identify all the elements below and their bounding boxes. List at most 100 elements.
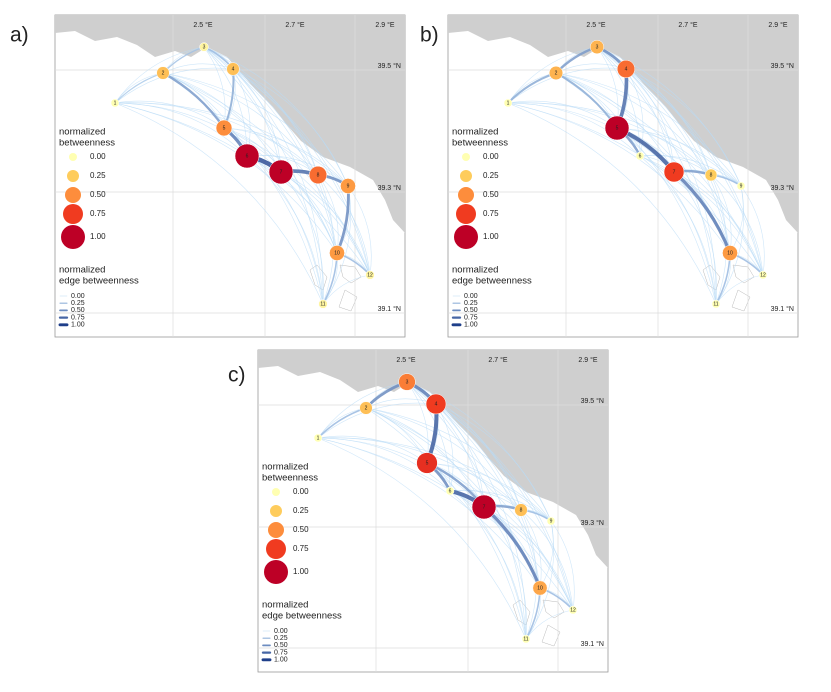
node — [704, 168, 718, 182]
node-label: 7 — [483, 504, 486, 510]
faint-link — [246, 155, 324, 305]
node — [514, 503, 528, 517]
faint-link — [710, 174, 764, 276]
node — [503, 98, 513, 108]
node — [616, 59, 636, 79]
node-label: 8 — [317, 172, 320, 178]
legend-swatch — [456, 204, 476, 224]
lon-label: 2.9 °E — [768, 21, 787, 29]
legend-label: 0.75 — [464, 314, 478, 321]
edge — [161, 71, 226, 130]
legend-swatch — [266, 539, 286, 559]
legend-label: 0.50 — [293, 525, 309, 534]
node — [758, 270, 768, 280]
node — [635, 151, 645, 161]
land — [258, 350, 608, 568]
node-legend-title: normalized — [59, 127, 105, 138]
legend-label: 1.00 — [71, 322, 85, 329]
faint-link — [203, 46, 226, 129]
faint-link — [625, 68, 764, 276]
legend-label: 0.25 — [483, 171, 499, 180]
node — [359, 401, 373, 415]
legend-label: 0.25 — [90, 171, 106, 180]
faint-link — [114, 102, 282, 173]
node-label: 10 — [727, 250, 733, 256]
faint-link — [426, 462, 527, 640]
faint-link — [162, 72, 319, 176]
node-label: 8 — [710, 172, 713, 178]
lat-label: 39.5 °N — [378, 62, 401, 70]
faint-link — [280, 171, 324, 305]
legend-swatch — [69, 153, 77, 161]
edge — [672, 170, 732, 255]
map-panel: 2.5 °E 2.7 °E 2.9 °E 39.5 °N 39.3 °N 39.1 °N 1… — [447, 14, 799, 338]
legend-swatch — [264, 560, 288, 584]
island — [339, 264, 362, 284]
node-label: 2 — [162, 70, 165, 76]
legend-label: 0.75 — [274, 649, 288, 656]
panel-label: a) — [10, 24, 29, 47]
faint-link — [520, 509, 542, 589]
faint-link — [673, 171, 717, 305]
node — [471, 494, 497, 520]
edge-legend-title: normalized — [262, 600, 308, 611]
node — [308, 165, 328, 185]
faint-link — [223, 127, 349, 187]
legend-swatch — [268, 522, 284, 538]
legend-swatch — [65, 187, 81, 203]
faint-link — [203, 46, 349, 187]
faint-link — [406, 381, 552, 522]
faint-link — [232, 68, 349, 187]
legend-label: 0.00 — [71, 293, 85, 300]
faint-link — [507, 100, 618, 129]
node-legend-title: normalized — [262, 462, 308, 473]
edge-legend-title: edge betweenness — [452, 276, 532, 287]
faint-link — [232, 68, 324, 305]
faint-link — [426, 462, 522, 511]
faint-link — [317, 437, 527, 640]
node-label: 2 — [365, 405, 368, 411]
faint-link — [449, 490, 552, 522]
node — [365, 270, 375, 280]
node-label: 9 — [740, 183, 743, 189]
faint-link — [525, 609, 574, 640]
faint-link — [246, 155, 338, 254]
node-label: 11 — [713, 301, 718, 307]
faint-link — [365, 407, 527, 640]
faint-link — [114, 102, 324, 305]
faint-link — [710, 174, 732, 254]
faint-link — [406, 381, 451, 492]
faint-link — [625, 68, 742, 187]
node — [329, 245, 345, 261]
lat-label: 39.1 °N — [771, 305, 794, 313]
node-label: 4 — [625, 66, 628, 72]
node — [234, 143, 260, 169]
faint-link — [449, 490, 527, 640]
faint-link — [550, 520, 575, 611]
legend-label: 0.50 — [90, 190, 106, 199]
land — [55, 15, 405, 233]
node — [532, 580, 548, 596]
legend-swatch — [458, 187, 474, 203]
node — [199, 42, 209, 52]
edge-legend-title: normalized — [452, 265, 498, 276]
legend-swatch — [272, 488, 280, 496]
lon-label: 2.7 °E — [678, 21, 697, 29]
node-label: 6 — [246, 153, 249, 159]
island — [542, 599, 565, 619]
node-label: 11 — [320, 301, 325, 307]
island — [731, 289, 751, 312]
legend-label: 1.00 — [483, 232, 499, 241]
faint-link — [507, 46, 598, 104]
node — [722, 245, 738, 261]
map-panel: 2.5 °E 2.7 °E 2.9 °E 39.5 °N 39.3 °N 39.1 °N 1… — [257, 349, 609, 673]
legend-label: 0.75 — [293, 544, 309, 553]
legend-swatch — [67, 170, 79, 182]
node-label: 9 — [347, 183, 350, 189]
faint-link — [223, 127, 338, 254]
map-panel: 2.5 °E 2.7 °E 2.9 °E 39.5 °N 39.3 °N 39.1 °N 1… — [54, 14, 406, 338]
lat-label: 39.1 °N — [581, 640, 604, 648]
legend-label: 0.25 — [293, 506, 309, 515]
faint-link — [162, 63, 234, 74]
node — [215, 119, 233, 137]
